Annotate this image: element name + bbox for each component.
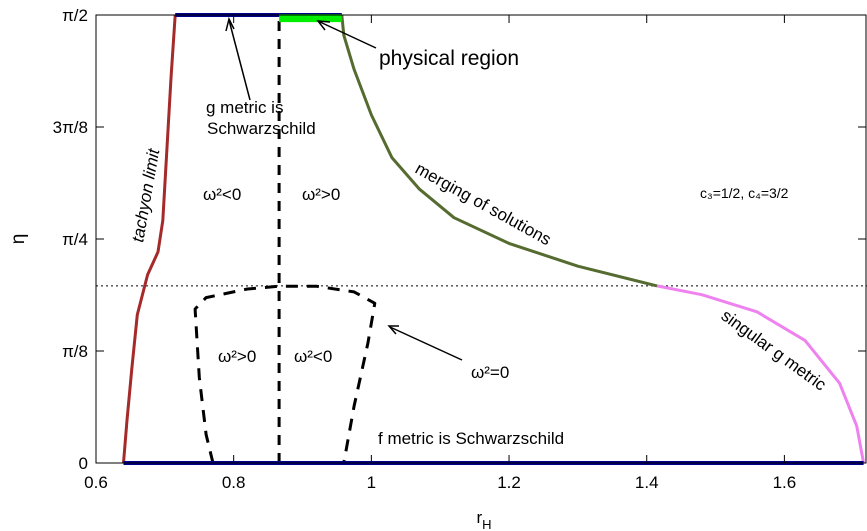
label-physical-region: physical region [379,47,519,70]
x-axis-title: rH [476,508,491,531]
arrowhead-physical-region [316,20,331,31]
label-f-metric: f metric is Schwarzschild [378,429,564,448]
arrow-omega-zero [389,326,463,361]
label-g-metric-line2: Schwarzschild [207,119,316,138]
label-omega-lt-lower: ω²<0 [294,347,332,366]
label-omega-gt-lower: ω²>0 [218,347,256,366]
plot-frame [95,14,867,464]
label-omega-lt-upper: ω²<0 [203,185,241,204]
label-params: c₃=1/2, c₄=3/2 [700,185,789,201]
x-tick-label: 0.6 [84,473,108,492]
annotation-arrows [225,16,463,361]
arrow-g-metric [228,19,251,101]
series-singular [656,284,866,464]
series-omega-zero [193,284,377,464]
arrowhead-omega-zero [387,325,399,335]
label-tachyon-limit: tachyon limit [128,146,163,244]
arrowhead-g-metric [225,16,235,32]
series-tachyon [122,14,177,464]
y-tick-label: 0 [79,454,88,473]
y-tick-label: π/8 [62,342,88,361]
label-omega-gt-upper: ω²>0 [302,185,340,204]
x-tick-label: 1.2 [497,473,521,492]
y-tick-label: π/2 [62,6,88,25]
series-merging [340,14,658,288]
x-tick-label: 1.4 [635,473,659,492]
label-merging: merging of solutions [412,159,554,249]
ticks: 0.6 0.8 1 1.2 1.4 1.6 0 π/8 π/4 3π/8 π/2 [53,6,866,492]
y-tick-label: 3π/8 [53,118,88,137]
series-group [122,13,866,465]
y-axis-title: η [8,234,29,245]
x-tick-label: 0.8 [222,473,246,492]
arrow-physical-region [319,21,377,49]
x-tick-label: 1 [367,473,376,492]
y-tick-label: π/4 [62,230,88,249]
label-omega-zero: ω²=0 [471,363,509,382]
x-tick-label: 1.6 [773,473,797,492]
label-g-metric-line1: g metric is [206,98,283,117]
